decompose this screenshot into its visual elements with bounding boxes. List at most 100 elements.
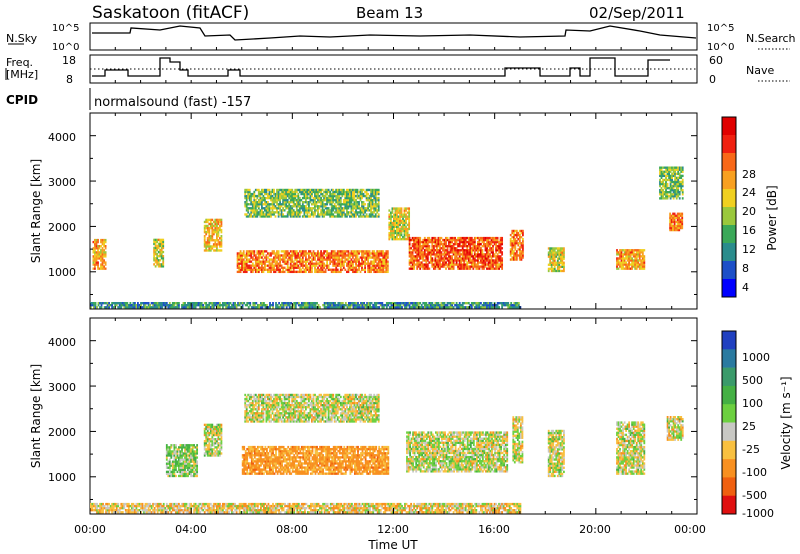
power-cell: [491, 302, 493, 304]
power-cell: [479, 241, 481, 243]
power-cell: [102, 259, 104, 261]
cpid-label: CPID: [6, 93, 38, 107]
power-cell: [363, 189, 365, 191]
power-cell: [483, 265, 485, 267]
power-cell: [156, 241, 158, 243]
power-cell: [397, 306, 399, 308]
power-cell: [267, 252, 269, 254]
power-cell: [501, 302, 503, 304]
power-cell: [435, 257, 437, 259]
velocity-cell: [214, 426, 216, 428]
power-cell: [640, 261, 642, 263]
power-cell: [360, 199, 362, 201]
power-cell: [357, 302, 359, 304]
power-cell: [427, 265, 429, 267]
power-cell: [284, 256, 286, 258]
power-cell: [409, 245, 411, 247]
power-cell: [221, 245, 223, 247]
power-cell: [189, 302, 191, 304]
power-cell: [305, 250, 307, 252]
power-cell: [263, 211, 265, 213]
power-cell: [354, 258, 356, 260]
power-cell: [320, 250, 322, 252]
power-cell: [155, 261, 157, 263]
power-cell: [405, 207, 407, 209]
velocity-cell: [266, 450, 268, 452]
power-cell: [208, 241, 210, 243]
power-cell: [364, 203, 366, 205]
power-cell: [261, 201, 263, 203]
power-cell: [631, 259, 633, 261]
power-cell: [388, 238, 390, 240]
power-cell: [640, 249, 642, 251]
power-cell: [126, 302, 128, 304]
power-cell: [328, 191, 330, 193]
power-cell: [486, 247, 488, 249]
power-cell: [246, 199, 248, 201]
power-cell: [214, 239, 216, 241]
power-cell: [326, 261, 328, 263]
power-cell: [563, 268, 565, 270]
nave-tick-bottom: 0: [709, 73, 716, 86]
power-cell: [364, 265, 366, 267]
power-cell: [319, 189, 321, 191]
power-cell: [258, 211, 260, 213]
power-cell: [453, 265, 455, 267]
power-cell: [640, 255, 642, 257]
power-cell: [415, 247, 417, 249]
power-cell: [561, 258, 563, 260]
power-cell: [360, 271, 362, 273]
power-cell: [444, 247, 446, 249]
power-cell: [313, 215, 315, 217]
power-cell: [348, 250, 350, 252]
power-cell: [483, 259, 485, 261]
power-cell: [267, 201, 269, 203]
power-cell: [433, 251, 435, 253]
power-cell: [382, 269, 384, 271]
velocity-cell: [257, 462, 259, 464]
power-cell: [284, 261, 286, 263]
power-cell: [270, 271, 272, 273]
power-cell: [293, 306, 295, 308]
power-cell: [398, 222, 400, 224]
power-cell: [355, 215, 357, 217]
power-cell: [422, 247, 424, 249]
power-cell: [554, 266, 556, 268]
power-cell: [334, 203, 336, 205]
power-cell: [463, 261, 465, 263]
power-cell: [302, 197, 304, 199]
power-cell: [366, 213, 368, 215]
power-cell: [372, 267, 374, 269]
power-cell: [622, 253, 624, 255]
power-cell: [296, 207, 298, 209]
power-cell: [293, 201, 295, 203]
power-cell: [475, 255, 477, 257]
velocity-cell: [249, 470, 251, 472]
power-cell: [153, 263, 155, 265]
power-cell: [94, 243, 96, 245]
power-cell: [344, 258, 346, 260]
power-cell: [419, 302, 421, 304]
power-cell: [211, 247, 213, 249]
power-cell: [383, 306, 385, 308]
power-cell: [375, 213, 377, 215]
power-cell: [554, 264, 556, 266]
power-cell: [258, 269, 260, 271]
velocity-cell: [252, 458, 254, 460]
power-cell: [213, 233, 215, 235]
power-cell: [348, 213, 350, 215]
power-cell: [343, 189, 345, 191]
power-cell: [269, 306, 271, 308]
power-cell: [522, 250, 524, 252]
power-cell: [207, 306, 209, 308]
power-cell: [162, 263, 164, 265]
power-cell: [94, 259, 96, 261]
velocity-cell: [214, 438, 216, 440]
power-cell: [680, 177, 682, 179]
power-cell: [302, 193, 304, 195]
power-cell: [272, 263, 274, 265]
power-cell: [287, 263, 289, 265]
power-cell: [457, 268, 459, 270]
power-cell: [457, 239, 459, 241]
power-cell: [328, 256, 330, 258]
